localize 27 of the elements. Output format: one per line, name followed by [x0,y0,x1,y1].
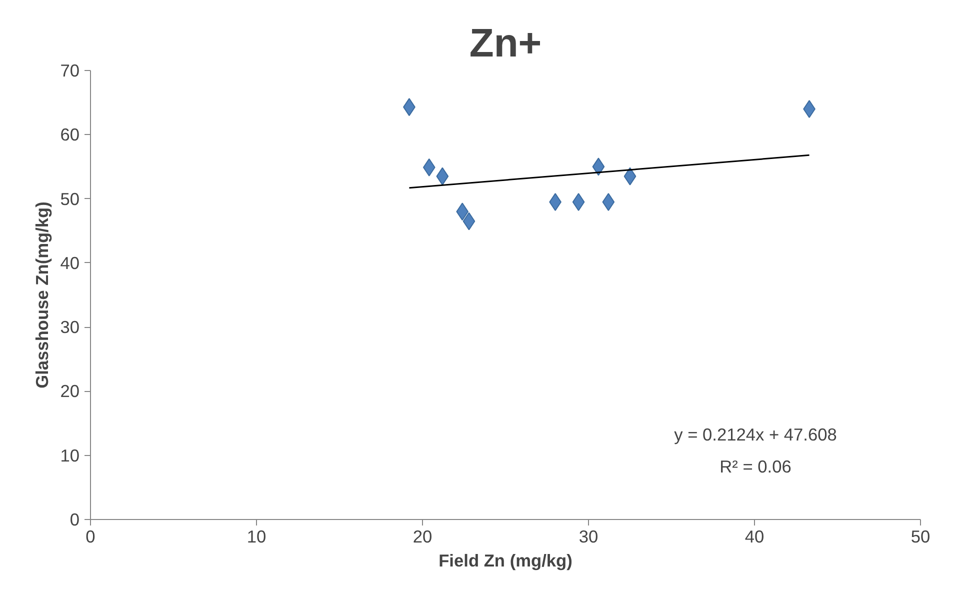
y-tick-label: 70 [60,60,80,80]
point [624,167,636,186]
point [436,167,449,186]
point [422,158,436,176]
y-tick-label: 20 [60,381,80,402]
point [462,212,476,230]
x-tick-label: 50 [910,526,930,546]
y-tick-label: 0 [70,510,80,530]
x-tick-label: 40 [744,526,764,546]
annotation: y = 0.2124x + 47.608 [674,424,837,444]
y-tick-label: 50 [60,188,80,209]
point [572,192,585,211]
y-tick-label: 30 [60,317,80,338]
point [592,158,605,176]
chart-title: Zn+ [469,22,542,66]
y-tick-label: 40 [60,252,80,273]
point [456,202,469,221]
x-tick-label: 0 [86,526,96,546]
x-tick-label: 30 [578,526,598,546]
x-tick-label: 20 [412,526,432,546]
point [602,192,615,211]
x-tick-label: 10 [246,526,266,546]
y-tick-label: 60 [60,124,80,145]
y-tick-label: 10 [60,445,80,466]
x-axis-title: Field Zn (mg/kg) [438,550,572,570]
annotation: R² = 0.06 [720,456,792,476]
y-axis-title: Glasshouse Zn(mg/kg) [32,202,52,388]
